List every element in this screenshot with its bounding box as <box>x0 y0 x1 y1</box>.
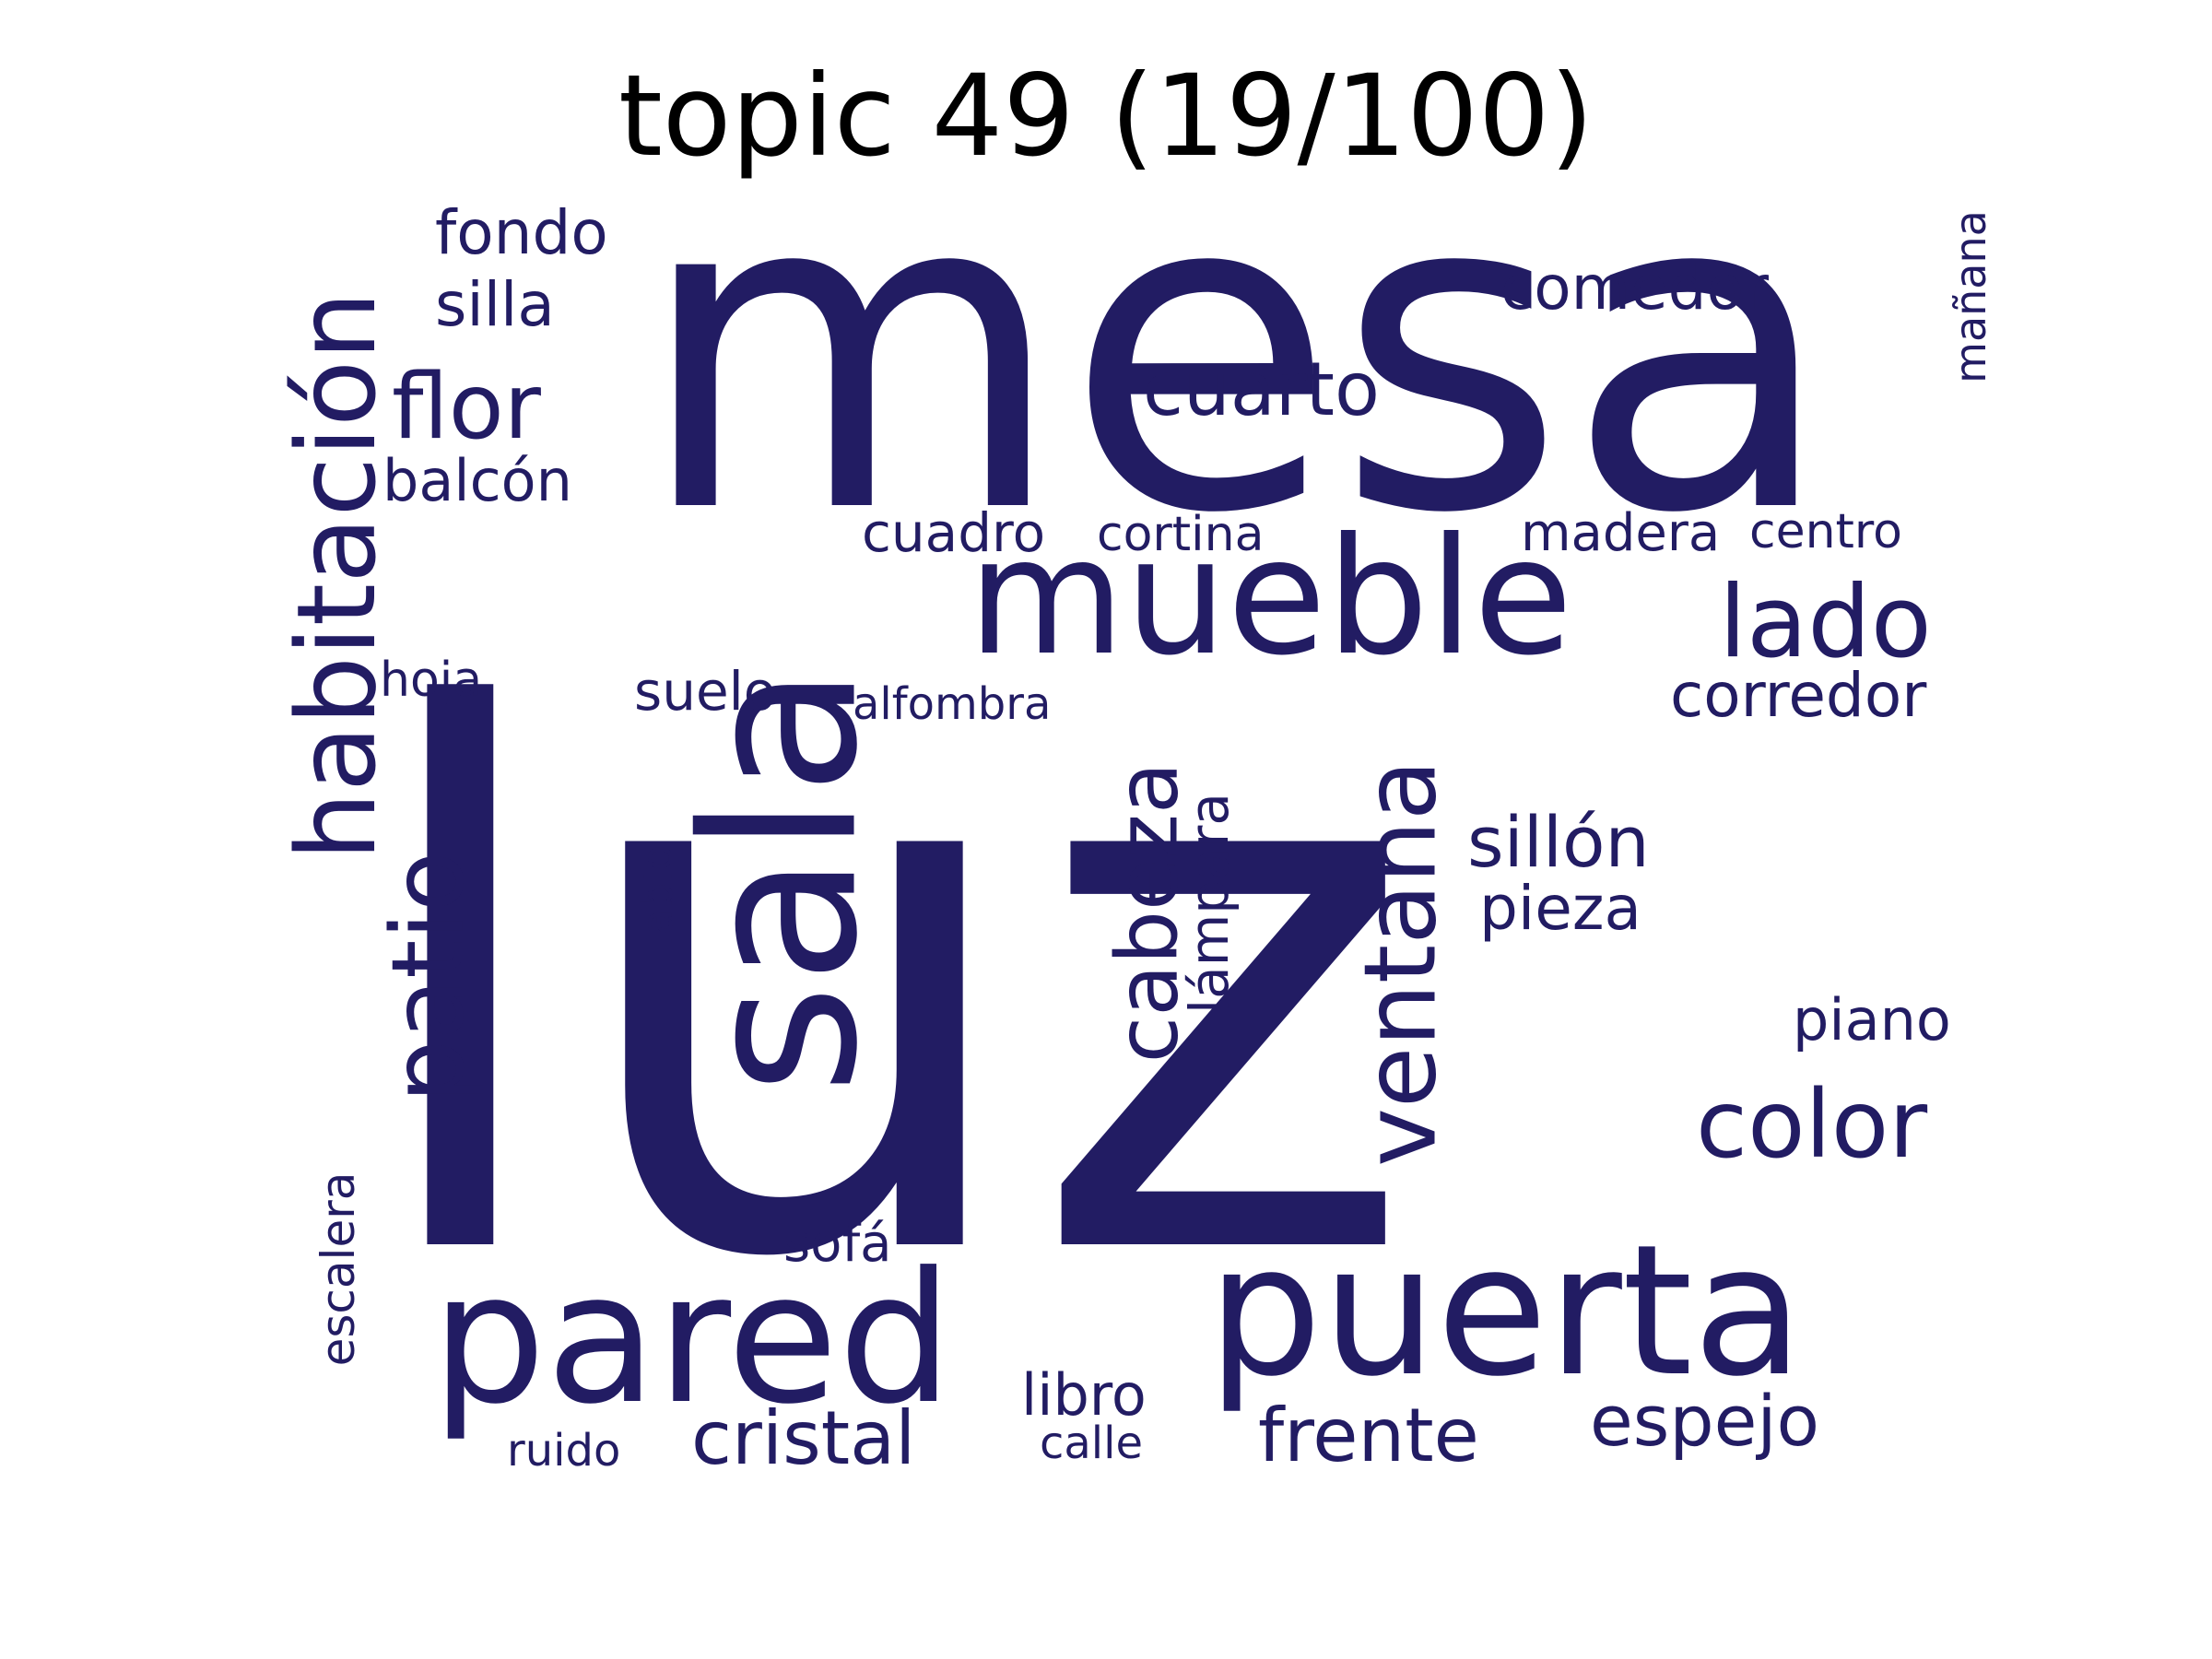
word-38: mañana <box>1946 210 1995 383</box>
word-31: cortina <box>1097 507 1264 562</box>
word-22: pieza <box>1479 873 1641 944</box>
word-30: sofá <box>783 1214 891 1274</box>
word-39: labio <box>632 844 682 947</box>
word-23: piano <box>1793 986 1951 1053</box>
word-1: mesa <box>636 96 1836 609</box>
word-18: comedor <box>1500 253 1770 324</box>
chart-title: topic 49 (19/100) <box>618 51 1594 182</box>
word-14: frente <box>1258 1393 1479 1478</box>
word-8: ventana <box>1344 759 1459 1167</box>
word-20: silla <box>435 269 555 340</box>
word-3: puerta <box>1207 1206 1804 1417</box>
word-33: hoja <box>380 653 482 708</box>
word-0: luz <box>358 559 1417 1418</box>
word-35: alfombra <box>853 678 1051 730</box>
word-34: escalera <box>312 1172 365 1367</box>
word-29: madera <box>1521 503 1720 563</box>
word-16: espejo <box>1590 1380 1819 1462</box>
word-28: cuadro <box>862 501 1045 564</box>
word-6: habitación <box>273 291 400 861</box>
word-27: suelo <box>634 660 776 723</box>
word-26: libro <box>1021 1361 1147 1429</box>
word-4: pared <box>431 1234 953 1444</box>
word-10: color <box>1696 1070 1927 1180</box>
word-7: patio <box>371 851 487 1102</box>
word-12: flor <box>392 355 542 460</box>
word-25: balcón <box>382 447 572 514</box>
word-36: ruido <box>507 1425 620 1477</box>
word-9: lado <box>1719 565 1932 680</box>
word-13: cuarto <box>1143 347 1380 432</box>
word-17: sillón <box>1467 801 1650 883</box>
word-15: cristal <box>691 1395 915 1481</box>
word-32: centro <box>1749 504 1902 559</box>
word-24: lámpara <box>1178 793 1241 1014</box>
word-19: fondo <box>435 197 608 268</box>
word-5: mueble <box>968 504 1572 691</box>
word-11: cabeza <box>1099 762 1197 1064</box>
word-21: corredor <box>1670 660 1927 731</box>
word-37: calle <box>1040 1418 1143 1469</box>
word-2: sala <box>659 665 905 1095</box>
